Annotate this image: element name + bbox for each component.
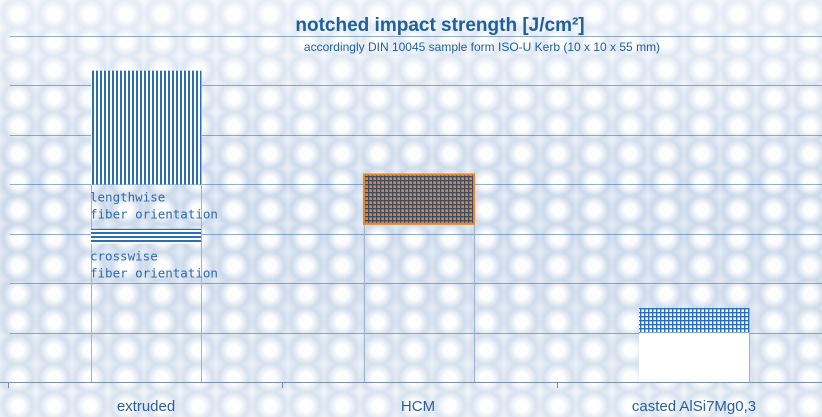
bar — [91, 70, 201, 185]
bar — [363, 173, 475, 225]
bar-annotation-line: lengthwise — [90, 189, 165, 204]
x-tick-label: extruded — [117, 398, 175, 415]
chart-subtitle: accordingly DIN 10045 sample form ISO-U … — [304, 40, 660, 54]
bar-annotation-line: fiber orientation — [90, 206, 218, 221]
x-tick-label: casted AlSi7Mg0,3 — [632, 398, 756, 415]
bar — [91, 228, 201, 244]
bar-annotations: lengthwise fiber orientation crosswise fibe… — [90, 189, 218, 280]
chart-title: notched impact strength [J/cm²] — [295, 15, 584, 36]
bar — [639, 307, 749, 333]
bar-annotation-line: fiber orientation — [90, 266, 218, 281]
x-axis: extruded HCM casted AlSi7Mg0,3 — [0, 382, 822, 415]
bar-annotation-line: crosswise — [90, 249, 158, 264]
x-tick-label: HCM — [401, 398, 435, 415]
bars — [91, 70, 749, 382]
bar-base — [639, 332, 749, 382]
